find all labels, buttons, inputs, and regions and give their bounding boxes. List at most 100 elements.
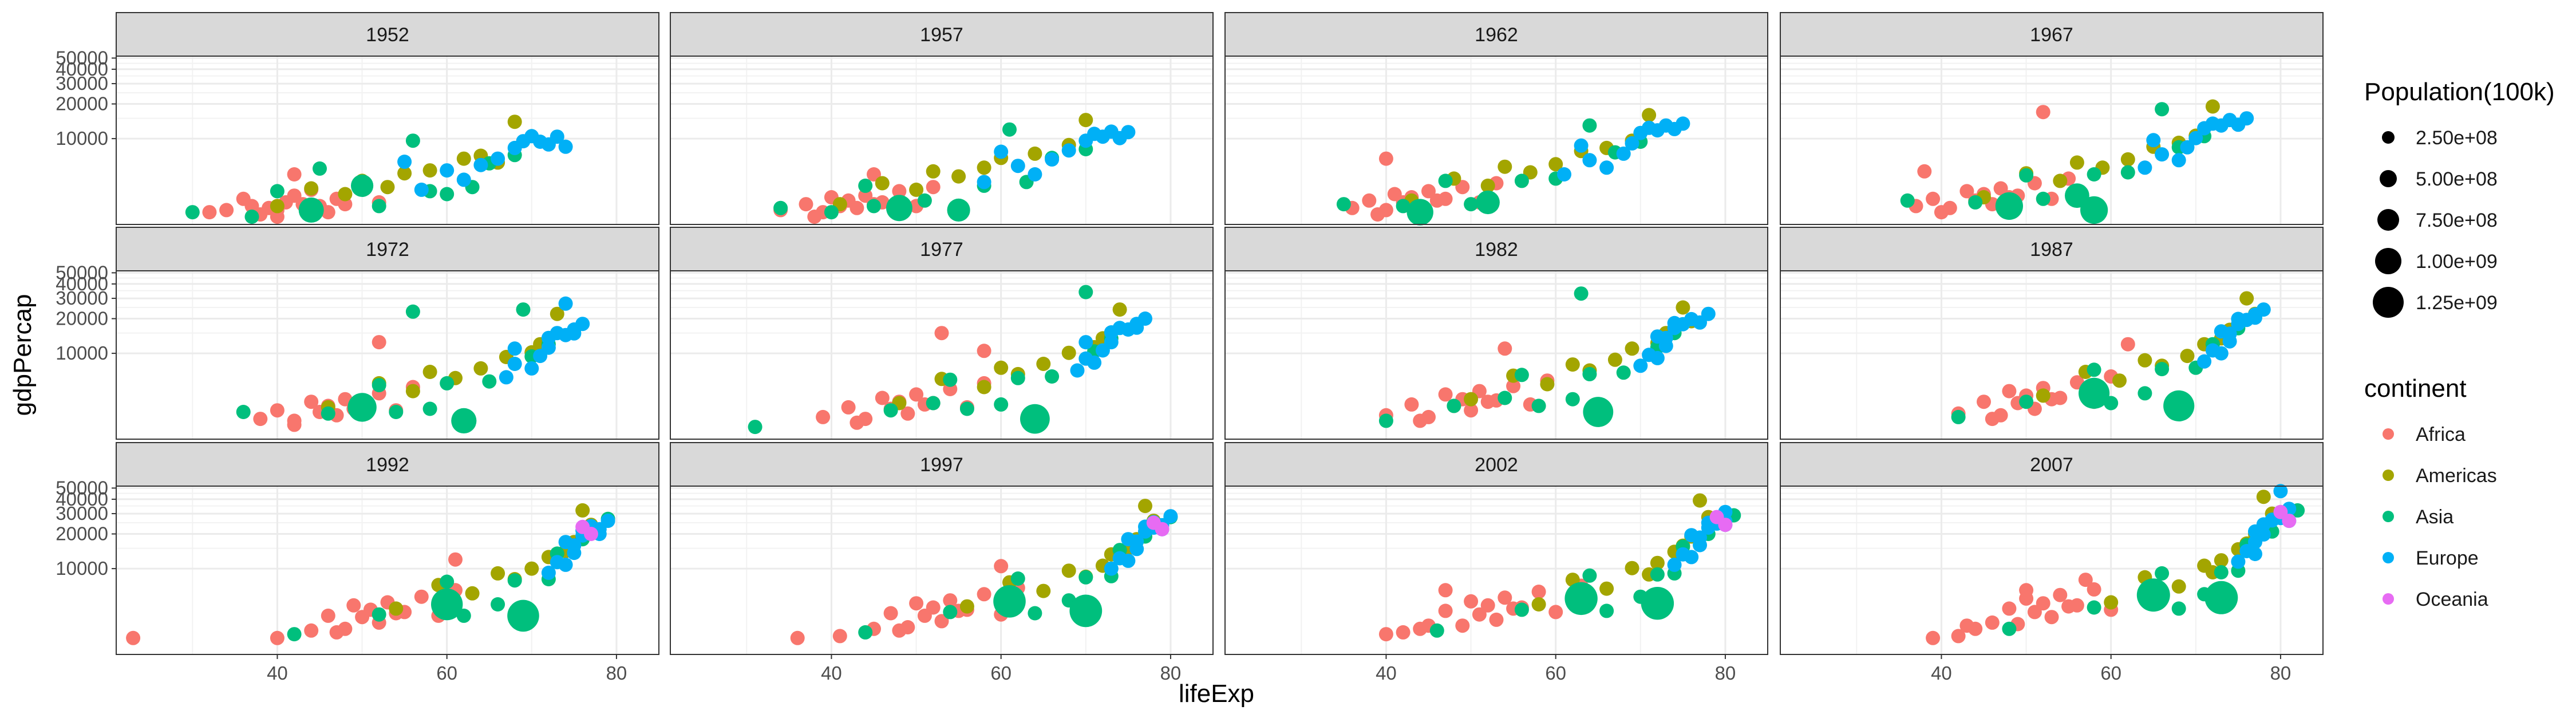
data-point-americas: [405, 384, 420, 399]
data-point-europe: [1599, 160, 1614, 175]
data-point-africa: [1362, 193, 1377, 208]
data-point-asia: [2171, 601, 2186, 616]
data-point-asia: [1438, 173, 1453, 188]
panel-border: [670, 486, 1214, 655]
data-point-asia: [2136, 578, 2170, 612]
data-point-asia: [431, 588, 463, 621]
plot-area: [670, 56, 1213, 224]
data-point-americas: [1464, 392, 1479, 407]
data-point-americas: [1112, 302, 1127, 317]
facet-strip-label: 1957: [920, 24, 963, 46]
y-tick-label: 10000: [56, 558, 108, 579]
data-point-americas: [1693, 493, 1707, 508]
data-point-europe: [440, 163, 455, 178]
data-point-asia: [507, 599, 539, 632]
data-point-africa: [977, 344, 991, 358]
data-point-americas: [1599, 581, 1614, 596]
data-point-europe: [575, 317, 590, 332]
data-point-americas: [1531, 597, 1546, 612]
data-point-africa: [304, 394, 319, 409]
data-point-asia: [2080, 196, 2108, 224]
data-point-africa: [2053, 587, 2068, 602]
data-point-asia: [2036, 191, 2050, 206]
y-tick-label: 40000: [56, 273, 108, 294]
color-legend-title: continent: [2364, 374, 2467, 403]
size-legend-key: [2373, 287, 2404, 318]
data-point-asia: [440, 376, 455, 390]
data-point-africa: [202, 205, 217, 220]
data-point-americas: [575, 503, 590, 518]
data-point-africa: [253, 412, 268, 427]
data-point-americas: [994, 360, 1009, 375]
data-point-africa: [1472, 607, 1487, 622]
facet-strip-label: 1982: [1475, 239, 1518, 261]
data-point-americas: [1061, 563, 1076, 578]
data-point-asia: [959, 401, 974, 416]
data-point-americas: [397, 166, 412, 181]
data-point-africa: [2036, 105, 2050, 120]
data-point-africa: [1934, 205, 1949, 220]
data-point-asia: [1565, 392, 1580, 407]
color-legend-key-africa: [2383, 428, 2394, 440]
data-point-europe: [550, 129, 564, 144]
y-tick-label: 40000: [56, 488, 108, 510]
data-point-americas: [2205, 99, 2220, 114]
panel-border: [1224, 270, 1768, 440]
facet-strip: [116, 227, 659, 271]
panel-border: [116, 486, 659, 655]
data-point-europe: [1087, 355, 1102, 370]
data-point-europe: [1138, 311, 1152, 326]
size-legend-key: [2382, 131, 2395, 144]
data-point-asia: [405, 304, 420, 319]
plot-area: [116, 271, 659, 439]
data-point-asia: [1498, 390, 1512, 405]
facet-strip-label: 1987: [2030, 239, 2073, 261]
data-point-africa: [321, 205, 335, 220]
data-point-americas: [2138, 353, 2152, 368]
data-point-africa: [1438, 583, 1453, 598]
data-point-europe: [977, 175, 991, 190]
data-point-americas: [422, 163, 437, 178]
data-point-americas: [2239, 291, 2254, 306]
data-point-asia: [1582, 366, 1597, 381]
data-point-africa: [1455, 618, 1470, 633]
data-point-africa: [875, 390, 890, 405]
data-point-americas: [2120, 152, 2135, 167]
data-point-africa: [1438, 387, 1453, 402]
data-point-asia: [2104, 396, 2119, 411]
data-point-africa: [892, 184, 907, 199]
data-point-europe: [2188, 131, 2203, 145]
data-point-europe: [1684, 550, 1699, 565]
facet-strip: [670, 12, 1214, 57]
data-point-europe: [2214, 324, 2229, 339]
color-legend-label: Americas: [2416, 465, 2497, 487]
data-point-africa: [219, 203, 234, 218]
data-point-asia: [372, 199, 386, 214]
data-point-africa: [1413, 621, 1428, 636]
size-legend-title: Population(100k): [2364, 78, 2555, 106]
data-point-americas: [422, 365, 437, 379]
data-point-americas: [959, 599, 974, 614]
data-point-americas: [380, 180, 395, 195]
data-point-africa: [270, 403, 285, 418]
facet-strip-label: 1972: [366, 239, 409, 261]
data-point-africa: [1464, 403, 1479, 418]
data-point-asia: [748, 420, 762, 435]
data-point-asia: [2138, 386, 2152, 401]
data-point-africa: [304, 623, 319, 638]
data-point-africa: [270, 630, 285, 645]
data-point-asia: [947, 198, 970, 222]
data-point-asia: [1951, 409, 1966, 424]
data-point-europe: [2171, 153, 2186, 168]
data-point-asia: [389, 405, 404, 419]
data-point-americas: [2256, 490, 2271, 504]
facet-strip-label: 2007: [2030, 454, 2073, 476]
data-point-africa: [2120, 337, 2135, 352]
data-point-europe: [1633, 358, 1648, 373]
data-point-asia: [491, 597, 505, 612]
data-point-americas: [1642, 108, 1657, 123]
data-point-americas: [338, 187, 353, 202]
data-point-africa: [1438, 603, 1453, 618]
